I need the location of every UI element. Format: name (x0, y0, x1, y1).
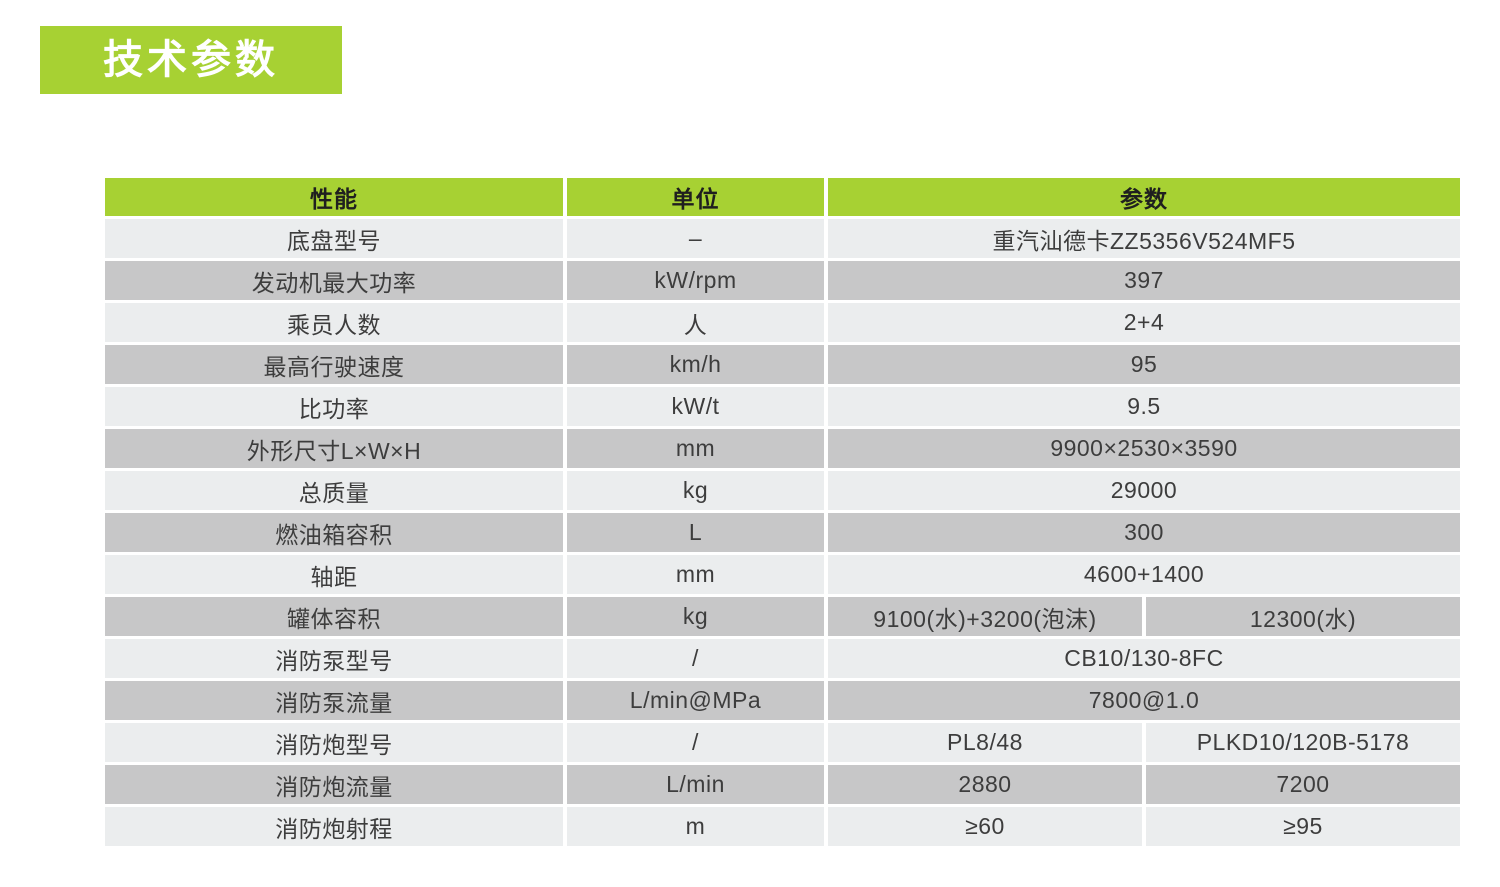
spec-label: 最高行驶速度 (105, 345, 563, 384)
table-row: 发动机最大功率 kW/rpm 397 (105, 261, 1460, 300)
spec-table: 性能 单位 参数 底盘型号 – 重汽汕德卡ZZ5356V524MF5 发动机最大… (101, 175, 1464, 849)
table-row: 最高行驶速度 km/h 95 (105, 345, 1460, 384)
spec-label: 轴距 (105, 555, 563, 594)
spec-value: 397 (828, 261, 1460, 300)
spec-unit: 人 (567, 303, 824, 342)
spec-value-left: 9100(水)+3200(泡沫) (828, 597, 1142, 636)
spec-value-right: ≥95 (1146, 807, 1460, 846)
page-title: 技术参数 (103, 38, 279, 82)
spec-unit: – (567, 219, 824, 258)
spec-value-left: ≥60 (828, 807, 1142, 846)
table-row: 比功率 kW/t 9.5 (105, 387, 1460, 426)
spec-value: 4600+1400 (828, 555, 1460, 594)
spec-value: 9900×2530×3590 (828, 429, 1460, 468)
table-row: 乘员人数 人 2+4 (105, 303, 1460, 342)
spec-label: 燃油箱容积 (105, 513, 563, 552)
spec-unit: L/min@MPa (567, 681, 824, 720)
spec-unit: m (567, 807, 824, 846)
table-row: 消防炮型号 / PL8/48 PLKD10/120B-5178 (105, 723, 1460, 762)
spec-value: 300 (828, 513, 1460, 552)
table-row: 底盘型号 – 重汽汕德卡ZZ5356V524MF5 (105, 219, 1460, 258)
spec-value: 95 (828, 345, 1460, 384)
spec-value-right: 7200 (1146, 765, 1460, 804)
table-row: 轴距 mm 4600+1400 (105, 555, 1460, 594)
table-row: 总质量 kg 29000 (105, 471, 1460, 510)
spec-unit: km/h (567, 345, 824, 384)
spec-label: 总质量 (105, 471, 563, 510)
table-row: 外形尺寸L×W×H mm 9900×2530×3590 (105, 429, 1460, 468)
spec-value: 2+4 (828, 303, 1460, 342)
spec-unit: mm (567, 429, 824, 468)
spec-unit: / (567, 723, 824, 762)
spec-value: 重汽汕德卡ZZ5356V524MF5 (828, 219, 1460, 258)
column-header-parameter: 参数 (828, 178, 1460, 216)
spec-unit: kg (567, 471, 824, 510)
spec-label: 消防炮型号 (105, 723, 563, 762)
spec-unit: kg (567, 597, 824, 636)
spec-value-left: PL8/48 (828, 723, 1142, 762)
spec-label: 比功率 (105, 387, 563, 426)
spec-unit: L/min (567, 765, 824, 804)
spec-label: 罐体容积 (105, 597, 563, 636)
spec-unit: L (567, 513, 824, 552)
spec-label: 消防炮射程 (105, 807, 563, 846)
spec-label: 外形尺寸L×W×H (105, 429, 563, 468)
spec-label: 消防泵流量 (105, 681, 563, 720)
spec-value: 7800@1.0 (828, 681, 1460, 720)
table-header-row: 性能 单位 参数 (105, 178, 1460, 216)
spec-value-right: PLKD10/120B-5178 (1146, 723, 1460, 762)
spec-value-left: 2880 (828, 765, 1142, 804)
column-header-unit: 单位 (567, 178, 824, 216)
spec-label: 乘员人数 (105, 303, 563, 342)
spec-value: 29000 (828, 471, 1460, 510)
table-row: 消防炮流量 L/min 2880 7200 (105, 765, 1460, 804)
spec-label: 消防炮流量 (105, 765, 563, 804)
spec-value: CB10/130-8FC (828, 639, 1460, 678)
spec-label: 发动机最大功率 (105, 261, 563, 300)
section-title-banner: 技术参数 (40, 26, 342, 94)
table-row: 消防炮射程 m ≥60 ≥95 (105, 807, 1460, 846)
spec-unit: / (567, 639, 824, 678)
spec-label: 底盘型号 (105, 219, 563, 258)
spec-unit: kW/rpm (567, 261, 824, 300)
table-row: 消防泵型号 / CB10/130-8FC (105, 639, 1460, 678)
spec-label: 消防泵型号 (105, 639, 563, 678)
table-row: 燃油箱容积 L 300 (105, 513, 1460, 552)
spec-unit: kW/t (567, 387, 824, 426)
column-header-performance: 性能 (105, 178, 563, 216)
spec-value: 9.5 (828, 387, 1460, 426)
table-row: 罐体容积 kg 9100(水)+3200(泡沫) 12300(水) (105, 597, 1460, 636)
table-row: 消防泵流量 L/min@MPa 7800@1.0 (105, 681, 1460, 720)
spec-value-right: 12300(水) (1146, 597, 1460, 636)
spec-unit: mm (567, 555, 824, 594)
